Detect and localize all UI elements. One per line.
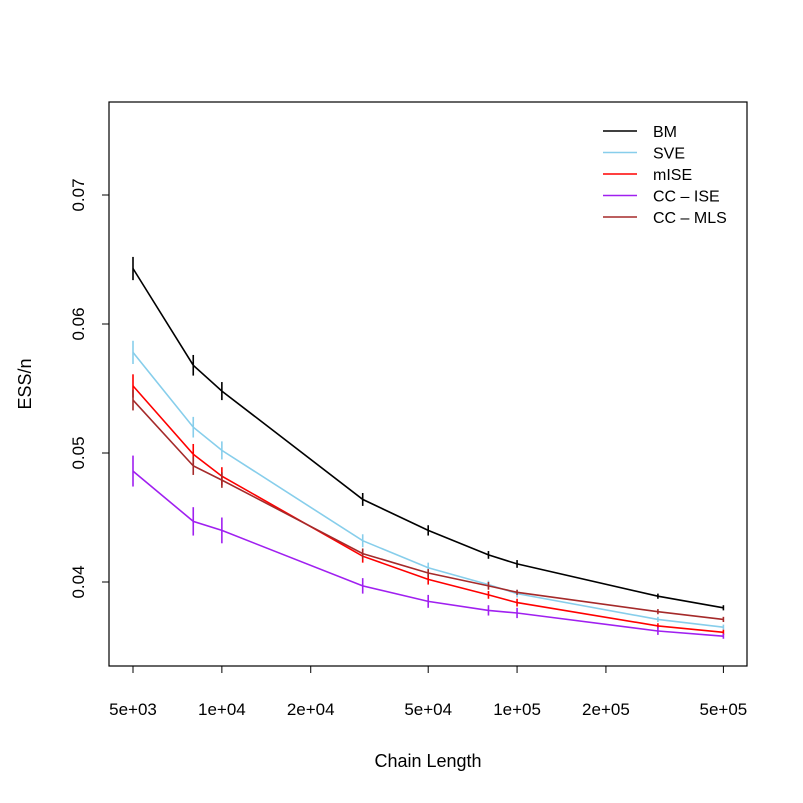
legend-item: CC – MLS xyxy=(603,210,727,227)
y-tick-label: 0.06 xyxy=(69,307,88,340)
x-tick-label: 1e+04 xyxy=(198,700,246,719)
legend-item: CC – ISE xyxy=(603,189,720,206)
legend-item: BM xyxy=(603,124,677,141)
x-axis-title: Chain Length xyxy=(374,751,481,771)
legend-label: CC – MLS xyxy=(653,210,727,227)
y-axis-title: ESS/n xyxy=(15,358,35,409)
legend-label: mISE xyxy=(653,167,692,184)
legend-item: SVE xyxy=(603,146,685,163)
legend-label: BM xyxy=(653,124,677,141)
x-axis: 5e+03 1e+04 2e+04 5e+04 1e+05 2e+05 5e+05 xyxy=(109,665,748,719)
series-3 xyxy=(132,455,725,639)
series-layer xyxy=(132,256,725,639)
x-tick-label: 1e+05 xyxy=(493,700,541,719)
x-tick-label: 5e+05 xyxy=(700,700,748,719)
series-line xyxy=(132,268,724,609)
x-tick-label: 2e+04 xyxy=(287,700,335,719)
legend-item: mISE xyxy=(603,167,692,184)
legend-label: SVE xyxy=(653,146,685,163)
legend-label: CC – ISE xyxy=(653,189,720,206)
y-tick-label: 0.05 xyxy=(69,436,88,469)
series-line xyxy=(132,399,724,621)
x-tick-label: 5e+03 xyxy=(109,700,157,719)
x-tick-label: 5e+04 xyxy=(404,700,452,719)
y-tick-label: 0.07 xyxy=(69,178,88,211)
y-axis: 0.04 0.05 0.06 0.07 xyxy=(69,178,110,599)
series-0 xyxy=(132,256,725,611)
y-tick-label: 0.04 xyxy=(69,565,88,598)
series-4 xyxy=(132,389,725,622)
series-line xyxy=(132,470,724,637)
legend: BM SVE mISE CC – ISE CC – MLS xyxy=(603,124,727,227)
x-tick-label: 2e+05 xyxy=(582,700,630,719)
